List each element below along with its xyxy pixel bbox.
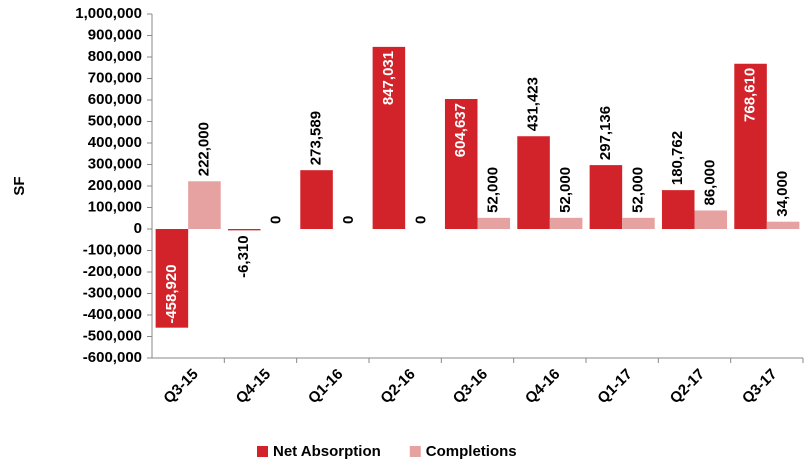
bar (444, 99, 478, 229)
bar (661, 190, 695, 229)
y-tick-label: 200,000 (88, 177, 142, 194)
x-tick-label: Q2-17 (667, 366, 709, 408)
y-tick-label: -400,000 (83, 306, 142, 323)
y-tick-label: 600,000 (88, 91, 142, 108)
data-label: 847,031 (380, 51, 397, 105)
y-tick-label: 300,000 (88, 155, 142, 172)
bar (549, 217, 583, 229)
y-tick-label: -600,000 (83, 349, 142, 366)
y-tick-label: 800,000 (88, 48, 142, 65)
bar (517, 136, 550, 229)
data-label: 86,000 (702, 160, 719, 206)
legend-label: Completions (426, 443, 517, 460)
y-tick-label: -100,000 (83, 241, 142, 258)
bar (589, 165, 623, 229)
y-tick-label: 1,000,000 (75, 5, 142, 22)
bar (188, 181, 221, 229)
data-label: 273,589 (308, 111, 325, 165)
bar (227, 229, 261, 231)
data-label: 604,637 (452, 103, 469, 157)
bar (734, 63, 767, 229)
x-tick-label: Q1-17 (594, 366, 636, 408)
data-label: 52,000 (485, 167, 502, 213)
legend-swatch (409, 446, 421, 457)
y-tick-label: 400,000 (88, 134, 142, 151)
bar (477, 217, 511, 229)
data-label: 768,610 (742, 68, 759, 122)
y-tick-label: 500,000 (88, 112, 142, 129)
data-label: -458,920 (163, 264, 180, 323)
data-label: 180,762 (669, 131, 686, 185)
x-tick-label: Q4-15 (233, 366, 275, 408)
x-tick-label: Q2-16 (377, 366, 419, 408)
data-label: 0 (412, 216, 429, 224)
y-tick-label: 700,000 (88, 69, 142, 86)
x-tick-label: Q3-15 (160, 366, 202, 408)
data-label: 34,000 (774, 171, 791, 217)
y-tick-label: -500,000 (83, 327, 142, 344)
bar (300, 170, 333, 229)
legend-swatch (257, 446, 268, 457)
x-tick-label: Q3-17 (739, 366, 781, 408)
x-tick-label: Q1-16 (305, 366, 347, 408)
x-tick-label: Q4-16 (522, 366, 564, 408)
bar (622, 217, 655, 229)
data-label: 0 (340, 216, 357, 224)
bar (155, 229, 189, 328)
y-tick-label: -200,000 (83, 263, 142, 280)
data-label: 222,000 (195, 122, 212, 176)
legend-label: Net Absorption (273, 443, 381, 460)
bar (372, 46, 406, 229)
bar (766, 221, 800, 229)
data-label: 52,000 (557, 167, 574, 213)
y-axis-label: SF (11, 176, 28, 195)
y-tick-label: 100,000 (88, 198, 142, 215)
data-label: 0 (268, 216, 285, 224)
data-label: -6,310 (235, 235, 252, 278)
bar (694, 210, 728, 229)
data-label: 431,423 (525, 77, 542, 131)
y-tick-label: 900,000 (88, 26, 142, 43)
y-tick-label: 0 (134, 220, 142, 237)
x-tick-label: Q3-16 (450, 366, 492, 408)
y-tick-label: -300,000 (83, 284, 142, 301)
data-label: 297,136 (597, 106, 614, 160)
data-label: 52,000 (629, 167, 646, 213)
